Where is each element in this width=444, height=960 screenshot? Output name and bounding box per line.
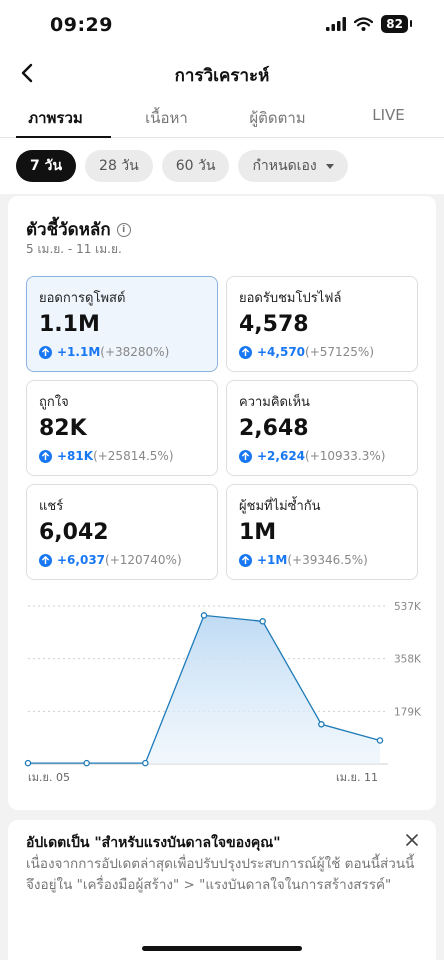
chart-x-tick-label: เม.ย. 11 — [336, 771, 378, 784]
metric-delta-percent: (+10933.3%) — [305, 449, 386, 463]
tab-overview[interactable]: ภาพรวม — [0, 96, 111, 138]
metric-value: 82K — [39, 416, 87, 441]
metric-card-comments[interactable]: ความคิดเห็น 2,648 +2,624 (+10933.3%) — [226, 380, 418, 476]
metric-card-shares[interactable]: แชร์ 6,042 +6,037 (+120740%) — [26, 484, 218, 580]
date-filter-bar: 7 วัน 28 วัน 60 วัน กำหนดเอง — [0, 138, 444, 194]
arrow-up-icon — [239, 553, 252, 567]
close-notice-button[interactable] — [402, 830, 422, 850]
metric-label: แชร์ — [39, 499, 64, 514]
metric-card-profile-views[interactable]: ยอดรับชมโปรไฟล์ 4,578 +4,570 (+57125%) — [226, 276, 418, 372]
metric-label: ยอดรับชมโปรไฟล์ — [239, 291, 342, 306]
metric-value: 1M — [239, 520, 277, 545]
arrow-up-icon — [239, 449, 252, 463]
status-bar: 09:29 82 — [0, 0, 444, 52]
date-range: 5 เม.ย. - 11 เม.ย. — [26, 242, 122, 256]
info-icon[interactable]: i — [116, 222, 131, 237]
metric-delta-percent: (+57125%) — [305, 345, 375, 359]
notice-body: เนื่องจากการอัปเดตล่าสุดเพื่อปรับปรุงประ… — [26, 856, 415, 893]
arrow-up-icon — [39, 449, 52, 463]
filter-label: 60 วัน — [175, 158, 216, 174]
tab-bar: ภาพรวม เนื้อหา ผู้ติดตาม LIVE — [0, 96, 444, 138]
metrics-title: ตัวชี้วัดหลัก i — [26, 216, 131, 243]
metric-delta-percent: (+25814.5%) — [93, 449, 174, 463]
header: การวิเคราะห์ — [0, 52, 444, 96]
chart-point — [200, 612, 208, 619]
battery-indicator: 82 — [381, 15, 412, 33]
metric-delta-value: +2,624 — [257, 449, 306, 463]
status-icons: 82 — [326, 15, 412, 33]
arrow-up-icon — [39, 553, 52, 567]
close-icon — [406, 834, 418, 846]
metric-delta-percent: (+39346.5%) — [287, 553, 368, 567]
chart-point — [259, 618, 266, 625]
metric-value: 4,578 — [239, 312, 309, 337]
chart-y-tick-label: 358K — [394, 654, 422, 666]
tab-content[interactable]: เนื้อหา — [145, 109, 188, 127]
status-time: 09:29 — [50, 14, 113, 36]
metric-delta-value: +4,570 — [257, 345, 306, 359]
chart-y-tick-label: 537K — [394, 601, 422, 613]
chevron-left-icon — [21, 63, 33, 83]
metric-value: 2,648 — [239, 416, 309, 441]
chart-x-tick-label: เม.ย. 05 — [28, 771, 70, 784]
chart-area — [28, 615, 380, 764]
filter-label: กำหนดเอง — [252, 158, 317, 174]
chart-point — [83, 759, 90, 767]
filter-label: 7 วัน — [30, 158, 63, 174]
metric-value: 6,042 — [39, 520, 109, 545]
wifi-icon — [354, 17, 374, 31]
metric-delta-value: +6,037 — [57, 553, 106, 567]
tab-live[interactable]: LIVE — [372, 106, 405, 124]
metric-delta: +6,037 (+120740%) — [39, 553, 205, 567]
metric-label: ยอดการดูโพสต์ — [39, 291, 126, 306]
metric-value: 1.1M — [39, 312, 100, 337]
metric-label: ความคิดเห็น — [239, 395, 310, 410]
page-title: การวิเคราะห์ — [174, 66, 270, 86]
metric-label: ผู้ชมที่ไม่ซ้ำกัน — [239, 499, 321, 514]
metric-delta-value: +81K — [57, 449, 94, 463]
metric-delta: +2,624 (+10933.3%) — [239, 449, 405, 463]
metric-card-likes[interactable]: ถูกใจ 82K +81K (+25814.5%) — [26, 380, 218, 476]
chart-point — [376, 737, 384, 744]
metric-delta-percent: (+38280%) — [100, 345, 170, 359]
arrow-up-icon — [239, 345, 252, 359]
post-views-chart: 179K 358K 537K เม.ย. 05 เม.ย. 11 — [24, 601, 422, 784]
notice-title: อัปเดตเป็น "สำหรับแรงบันดาลใจของคุณ" — [26, 835, 281, 851]
filter-28-days[interactable]: 28 วัน — [85, 150, 153, 182]
update-notice-card: อัปเดตเป็น "สำหรับแรงบันดาลใจของคุณ" เนื… — [8, 820, 436, 960]
metric-delta-value: +1.1M — [57, 345, 101, 359]
metric-delta: +81K (+25814.5%) — [39, 449, 205, 463]
metric-card-post-views[interactable]: ยอดการดูโพสต์ 1.1M +1.1M (+38280%) — [26, 276, 218, 372]
chart-point — [318, 721, 325, 728]
metric-label: ถูกใจ — [39, 395, 69, 410]
caret-down-icon — [325, 163, 334, 169]
filter-label: 28 วัน — [99, 158, 139, 174]
metric-delta: +1.1M (+38280%) — [39, 345, 205, 359]
metric-delta-value: +1M — [257, 553, 288, 567]
metric-delta: +4,570 (+57125%) — [239, 345, 405, 359]
chart-y-tick-label: 179K — [394, 706, 422, 718]
key-metrics-card: ตัวชี้วัดหลัก i 5 เม.ย. - 11 เม.ย. ยอดกา… — [8, 196, 436, 810]
chart-point — [142, 759, 149, 767]
arrow-up-icon — [39, 345, 52, 359]
metric-delta-percent: (+120740%) — [105, 553, 182, 567]
metric-card-unique-viewers[interactable]: ผู้ชมที่ไม่ซ้ำกัน 1M +1M (+39346.5%) — [226, 484, 418, 580]
metric-delta: +1M (+39346.5%) — [239, 553, 405, 567]
filter-60-days[interactable]: 60 วัน — [161, 150, 230, 182]
metrics-title-text: ตัวชี้วัดหลัก — [26, 220, 111, 240]
filter-custom-dropdown[interactable]: กำหนดเอง — [238, 150, 348, 182]
filter-7-days[interactable]: 7 วัน — [16, 150, 77, 182]
signal-icon — [326, 17, 347, 31]
home-indicator — [142, 946, 302, 951]
tab-followers[interactable]: ผู้ติดตาม — [249, 109, 306, 127]
chart-point — [24, 759, 32, 767]
back-button[interactable] — [12, 58, 42, 88]
